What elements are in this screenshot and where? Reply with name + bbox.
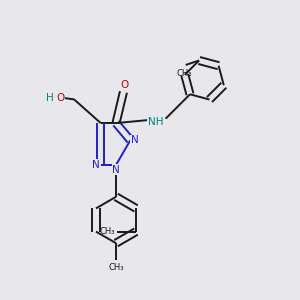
Text: NH: NH [148, 117, 163, 127]
Text: O: O [120, 80, 128, 90]
Text: O: O [56, 93, 64, 103]
Text: CH₃: CH₃ [176, 68, 192, 77]
Text: H: H [46, 93, 54, 103]
Text: N: N [92, 160, 100, 170]
Text: CH₃: CH₃ [100, 227, 115, 236]
Text: N: N [112, 165, 120, 175]
Text: N: N [131, 135, 139, 145]
Text: CH₃: CH₃ [108, 263, 124, 272]
